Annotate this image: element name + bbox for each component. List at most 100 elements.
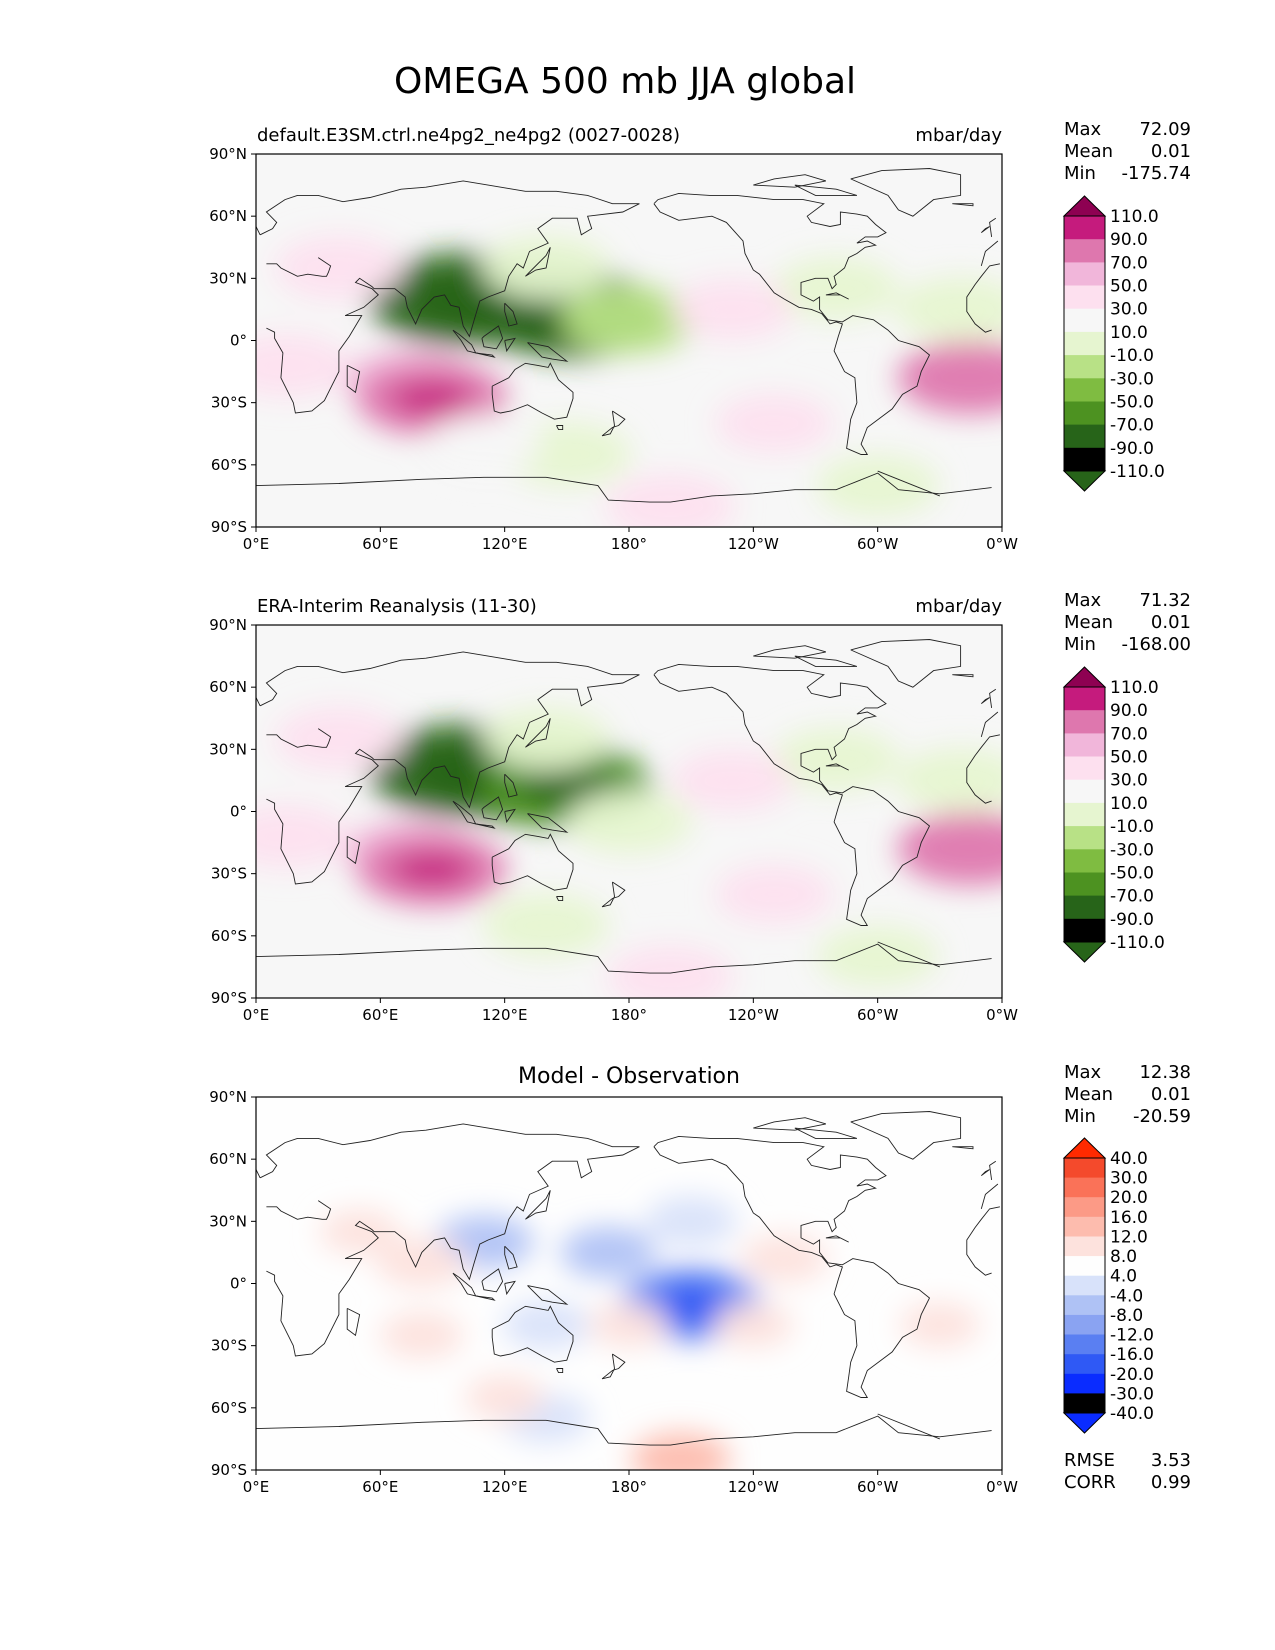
y-tick-label: 90°S [211, 989, 247, 1007]
coastline [989, 1160, 997, 1180]
colorbar-tick-label: 16.0 [1110, 1208, 1148, 1228]
x-tick-label: 0°W [986, 1006, 1018, 1024]
colorbar-segment [1064, 1236, 1105, 1257]
coastline [259, 651, 640, 885]
coastline [504, 808, 516, 824]
coastline [491, 362, 574, 420]
field-feature [274, 706, 404, 772]
colorbar-tick-label: -30.0 [1110, 840, 1154, 860]
colorbar-tick-label: 70.0 [1110, 724, 1148, 744]
coastline [266, 1200, 332, 1220]
coastline [256, 226, 261, 235]
figure-title: OMEGA 500 mb JJA global [394, 61, 856, 102]
colorbar-segment [1064, 733, 1105, 758]
field-feature [482, 893, 610, 958]
colorbar-tick-label: 30.0 [1110, 300, 1148, 320]
colorbar-segment [1064, 1216, 1105, 1237]
stat-max-label: Max [1064, 1062, 1102, 1083]
colorbar-segment [1064, 1334, 1105, 1355]
coastline [980, 1183, 999, 1210]
stat-min-value: -168.00 [1122, 634, 1191, 655]
field-feature [713, 1302, 794, 1348]
colorbar-segment [1064, 424, 1105, 449]
coastline [877, 1413, 940, 1440]
coastline [504, 337, 516, 353]
colorbar-tick-label: 50.0 [1110, 748, 1148, 768]
y-tick-label: 30°S [211, 865, 247, 883]
coastline [877, 941, 940, 968]
coastline [525, 1190, 551, 1220]
colorbar-tick-label: 50.0 [1110, 277, 1148, 297]
y-tick-label: 60°S [211, 927, 247, 945]
coastline [556, 1368, 564, 1374]
panel-units: mbar/day [915, 596, 1002, 617]
y-tick-label: 90°S [211, 1461, 247, 1479]
colorbar-tick-label: -8.0 [1110, 1306, 1143, 1326]
colorbar-segment [1064, 872, 1105, 897]
coastline [527, 813, 569, 833]
colorbar-segment [1064, 285, 1105, 310]
colorbar-tick-label: 8.0 [1110, 1247, 1137, 1267]
x-tick-label: 180° [611, 1478, 647, 1496]
stat-corr-value: 0.99 [1151, 1472, 1191, 1493]
coastline [794, 1127, 858, 1139]
colorbar-extend-min [1062, 941, 1107, 963]
colorbar-segment [1064, 355, 1105, 379]
x-tick-label: 60°W [857, 535, 899, 553]
coastline [850, 168, 962, 217]
colorbar-tick-label: 12.0 [1110, 1228, 1148, 1248]
coastline [504, 1245, 518, 1270]
stat-max-label: Max [1064, 590, 1102, 611]
field-feature [740, 1234, 829, 1283]
colorbar-extend-max [1062, 1137, 1107, 1159]
field-feature [645, 1196, 738, 1247]
coastline [256, 943, 992, 974]
field-feature [379, 1311, 464, 1359]
colorbar-tick-label: -90.0 [1110, 439, 1154, 459]
x-axis-ticks: 0°E 60°E 120°E 180° 120°W 60°W 0°W [243, 527, 1018, 553]
stat-max-value: 71.32 [1139, 590, 1191, 611]
coastline [527, 342, 569, 362]
coastline [504, 1280, 516, 1296]
stat-max-value: 72.09 [1139, 119, 1191, 140]
x-tick-label: 60°E [362, 535, 398, 553]
x-tick-label: 120°W [728, 535, 779, 553]
field-feature [897, 812, 1002, 886]
x-tick-label: 120°E [482, 1006, 528, 1024]
stat-mean-value: 0.01 [1151, 612, 1191, 633]
field-feature [425, 414, 543, 474]
colorbar-segment [1064, 447, 1105, 472]
y-tick-label: 90°N [209, 1088, 247, 1106]
coastline [653, 663, 931, 926]
coastline [491, 1305, 574, 1363]
stat-min-label: Min [1064, 1106, 1096, 1127]
y-tick-label: 0° [230, 803, 247, 821]
field-feature [256, 804, 352, 869]
y-tick-label: 60°N [209, 207, 247, 225]
colorbar-segment [1064, 1373, 1105, 1394]
coastline [527, 1285, 569, 1305]
field-feature [715, 864, 834, 925]
stat-mean-value: 0.01 [1151, 141, 1191, 162]
panel-title: Model - Observation [518, 1064, 740, 1089]
y-tick-label: 30°N [209, 1212, 247, 1230]
colorbar-tick-label: -16.0 [1110, 1345, 1154, 1365]
x-tick-label: 120°E [482, 535, 528, 553]
field-feature [464, 1375, 545, 1420]
field-feature [816, 925, 939, 988]
coastline-layer [256, 1111, 1000, 1446]
panel-model: default.E3SM.ctrl.ne4pg2_ne4pg2 (0027-00… [209, 119, 1191, 553]
coastline [980, 1169, 990, 1177]
field-feature [274, 235, 404, 301]
x-tick-label: 180° [611, 535, 647, 553]
colorbar-tick-label: 40.0 [1110, 1149, 1148, 1169]
coastline [556, 425, 564, 431]
colorbar-segment [1064, 239, 1105, 263]
colorbar-tick-label: -30.0 [1110, 1384, 1154, 1404]
colorbar-segment [1064, 1256, 1105, 1277]
colorbar-segment [1064, 1197, 1105, 1218]
x-tick-label: 120°W [728, 1478, 779, 1496]
x-tick-label: 60°W [857, 1006, 899, 1024]
colorbar-tick-label: 90.0 [1110, 230, 1148, 250]
coastline [989, 688, 997, 708]
